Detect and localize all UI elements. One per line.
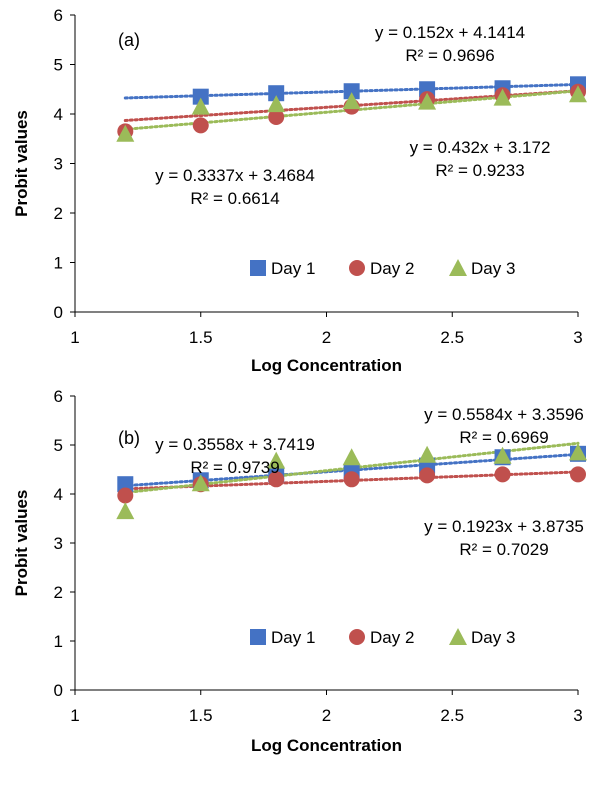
data-point-day-3 [569,443,587,461]
y-tick-label: 6 [54,387,63,406]
trendline-r2-day-3: R² = 0.9233 [435,161,524,180]
data-point-day-3 [493,446,512,464]
x-tick-label: 2 [322,328,331,347]
data-point-day-2 [117,487,134,504]
data-point-day-2 [494,466,511,483]
legend-marker-day-1 [250,629,266,645]
trendline-equation-day-2: y = 0.3337x + 3.4684 [155,166,315,185]
trendline-equation-day-1: y = 0.152x + 4.1414 [375,23,525,42]
x-tick-label: 2.5 [440,328,464,347]
trendline-r2-day-1: R² = 0.9739 [190,458,279,477]
data-point-day-2 [268,108,285,125]
legend-label-day-3: Day 3 [471,259,515,278]
data-point-day-3 [342,448,361,466]
data-point-day-3 [569,85,587,103]
data-point-day-3 [191,97,210,115]
data-point-day-3 [116,124,135,142]
y-tick-label: 3 [54,534,63,553]
y-axis-title: Probit values [12,490,31,597]
x-tick-label: 3 [573,706,582,725]
x-tick-label: 1.5 [189,706,213,725]
x-tick-label: 2 [322,706,331,725]
data-point-day-1 [117,476,134,493]
data-point-day-3 [342,92,361,110]
data-point-day-3 [418,445,437,463]
legend-marker-day-3 [449,259,467,276]
y-tick-label: 1 [54,254,63,273]
x-axis-title: Log Concentration [251,356,402,375]
trendline-equation-day-3: y = 0.5584x + 3.3596 [424,405,584,424]
data-point-day-3 [116,502,135,520]
data-point-day-2 [192,117,209,134]
legend-marker-day-2 [349,629,365,645]
y-axis-title: Probit values [12,110,31,217]
data-point-day-1 [192,88,209,105]
legend-label-day-3: Day 3 [471,628,515,647]
y-tick-label: 4 [54,485,63,504]
data-point-day-3 [267,95,286,113]
legend-marker-day-3 [449,628,467,645]
series-day-3 [116,85,587,142]
y-tick-label: 2 [54,583,63,602]
y-tick-label: 5 [54,436,63,455]
data-point-day-2 [419,467,436,484]
legend-label-day-2: Day 2 [370,628,414,647]
y-tick-label: 0 [54,303,63,322]
trendline-equation-day-1: y = 0.3558x + 3.7419 [155,435,315,454]
x-tick-label: 1.5 [189,328,213,347]
trendline-equation-day-2: y = 0.1923x + 3.8735 [424,517,584,536]
trendline-equation-day-3: y = 0.432x + 3.172 [410,138,551,157]
x-axis-title: Log Concentration [251,736,402,755]
x-tick-label: 1 [70,706,79,725]
legend: Day 1 Day 2 Day 3 [250,259,515,278]
legend-label-day-1: Day 1 [271,628,315,647]
trendline-r2-day-3: R² = 0.6969 [459,428,548,447]
data-point-day-2 [343,471,360,488]
y-tick-label: 5 [54,56,63,75]
x-tick-label: 2.5 [440,706,464,725]
y-tick-label: 3 [54,155,63,174]
data-point-day-3 [267,451,286,469]
legend-marker-day-2 [349,260,365,276]
panel-label: (b) [118,428,140,448]
trendline-r2-day-2: R² = 0.6614 [190,189,279,208]
series-day-3 [116,443,587,520]
y-tick-label: 1 [54,632,63,651]
data-point-day-2 [268,471,285,488]
legend-label-day-1: Day 1 [271,259,315,278]
data-point-day-1 [268,85,285,102]
data-point-day-2 [570,466,586,483]
data-point-day-1 [343,83,360,100]
data-point-day-3 [418,92,437,110]
data-point-day-3 [493,88,512,106]
legend: Day 1 Day 2 Day 3 [250,628,515,647]
legend-label-day-2: Day 2 [370,259,414,278]
x-tick-label: 1 [70,328,79,347]
x-tick-label: 3 [573,328,582,347]
y-tick-label: 4 [54,105,63,124]
legend-marker-day-1 [250,260,266,276]
y-tick-label: 2 [54,204,63,223]
y-tick-label: 0 [54,681,63,700]
trendline-r2-day-1: R² = 0.9696 [405,46,494,65]
panel-label: (a) [118,30,140,50]
y-tick-label: 6 [54,6,63,25]
trendline-r2-day-2: R² = 0.7029 [459,540,548,559]
data-point-day-3 [191,474,210,492]
